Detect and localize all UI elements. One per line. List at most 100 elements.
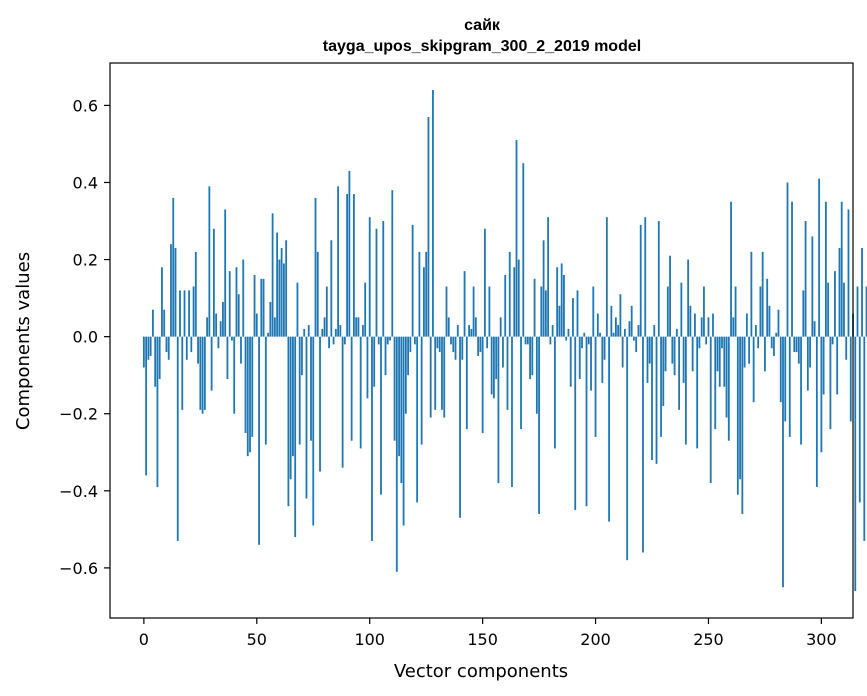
bar	[524, 336, 527, 345]
bar	[734, 286, 737, 337]
bar	[865, 286, 867, 337]
bar	[700, 317, 703, 337]
bar	[515, 140, 518, 337]
bar	[637, 325, 640, 337]
bar	[502, 336, 504, 368]
bar	[770, 336, 773, 349]
bar	[858, 336, 861, 503]
chart-subtitle: tayga_upos_skipgram_300_2_2019 model	[323, 38, 641, 55]
bar	[696, 336, 699, 449]
bar	[373, 336, 376, 387]
bar	[490, 336, 493, 395]
bar	[727, 336, 730, 441]
bar	[185, 336, 188, 360]
bar	[158, 336, 161, 380]
bar	[418, 251, 421, 337]
x-tick-label: 150	[467, 630, 498, 649]
bar	[660, 336, 662, 437]
bar	[282, 263, 285, 337]
bar	[165, 336, 168, 353]
bar	[278, 259, 281, 337]
bar	[362, 325, 364, 337]
y-tick-label: 0.0	[73, 328, 98, 347]
bar	[578, 336, 581, 380]
bar	[407, 336, 410, 376]
x-tick-label: 300	[806, 630, 837, 649]
bar	[244, 336, 247, 433]
x-tick-label: 250	[693, 630, 724, 649]
bar	[384, 336, 387, 376]
bar	[179, 290, 181, 337]
bar	[748, 336, 751, 364]
bar	[357, 317, 360, 337]
bar	[167, 336, 170, 360]
bar	[822, 336, 825, 395]
bar	[761, 251, 764, 337]
bar	[694, 313, 696, 337]
bar	[834, 271, 836, 337]
bar	[447, 317, 450, 337]
bar	[592, 286, 595, 337]
bar	[341, 336, 344, 468]
bar	[386, 336, 389, 345]
bar	[682, 336, 685, 383]
bar	[845, 336, 848, 360]
bar	[413, 336, 416, 345]
bar	[154, 336, 157, 387]
bar	[558, 305, 561, 337]
bar	[782, 336, 784, 588]
bar	[310, 336, 312, 441]
bar	[416, 336, 419, 503]
bar	[210, 336, 213, 391]
bar	[253, 274, 256, 337]
bar	[314, 197, 317, 337]
bar	[651, 336, 653, 460]
bar	[811, 236, 814, 337]
bar	[526, 336, 529, 345]
bar	[330, 240, 333, 337]
bar	[583, 332, 586, 337]
bar	[307, 325, 310, 337]
bar	[190, 336, 193, 353]
bar	[513, 267, 516, 337]
bar	[359, 336, 362, 449]
bar	[504, 274, 507, 337]
bar	[474, 317, 477, 337]
bar	[788, 336, 791, 437]
bar	[163, 309, 166, 337]
bar	[400, 336, 403, 484]
bar	[678, 336, 681, 410]
bar	[599, 332, 601, 337]
bar	[420, 336, 423, 445]
bar	[368, 217, 371, 337]
y-tick-label: −0.2	[59, 405, 98, 424]
bar	[472, 286, 475, 337]
bar	[786, 182, 789, 337]
bar	[657, 221, 660, 337]
bar	[350, 336, 353, 441]
x-tick-label: 50	[247, 630, 267, 649]
bar	[813, 321, 816, 337]
bar	[626, 336, 629, 561]
bar	[775, 332, 778, 337]
bar	[174, 248, 177, 337]
bar	[745, 313, 748, 337]
bar	[411, 224, 414, 337]
bar	[619, 294, 622, 337]
bar	[725, 336, 728, 418]
bar	[495, 336, 498, 380]
bar	[547, 217, 550, 337]
bar	[432, 89, 434, 337]
bar	[777, 309, 780, 337]
bar	[793, 336, 796, 353]
bar	[456, 325, 459, 337]
bar	[170, 244, 172, 337]
bar	[226, 336, 229, 380]
y-tick-label: −0.4	[59, 482, 98, 501]
bar	[493, 336, 495, 399]
bar	[563, 274, 565, 337]
bar	[815, 336, 818, 487]
bar	[621, 336, 624, 368]
bar	[757, 336, 760, 349]
